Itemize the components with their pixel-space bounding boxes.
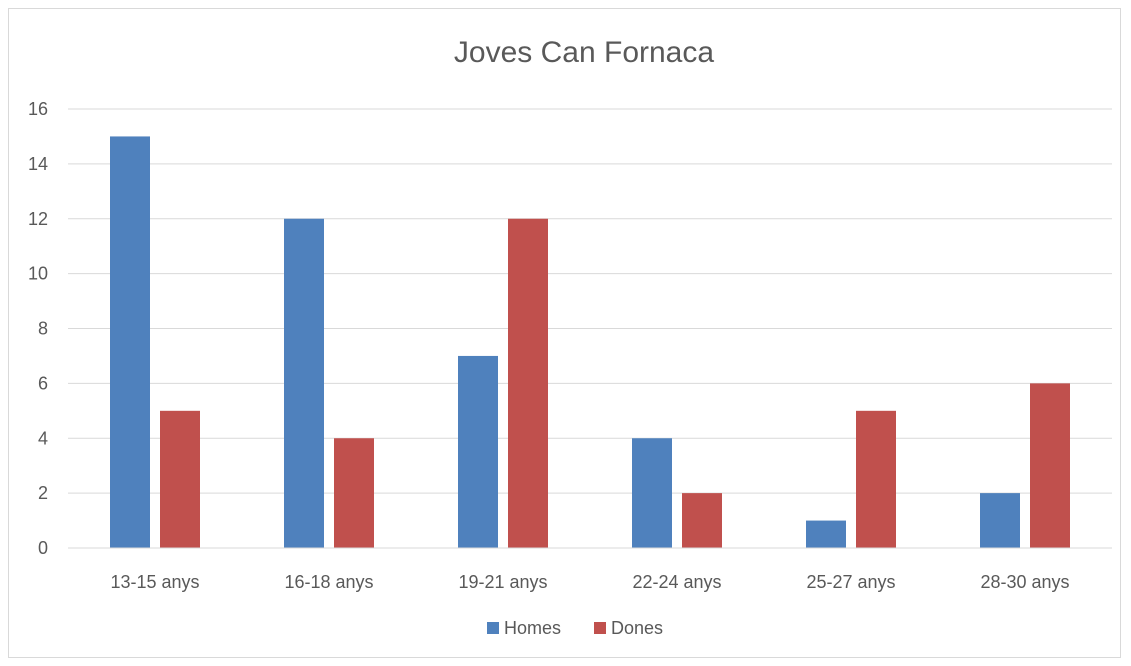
bar-dones-2: [508, 218, 548, 548]
y-tick-label: 4: [38, 428, 48, 448]
bar-homes-5: [980, 493, 1020, 548]
bar-dones-5: [1030, 383, 1070, 548]
y-tick-label: 2: [38, 483, 48, 503]
bar-dones-0: [160, 410, 200, 548]
x-tick-label: 25-27 anys: [806, 572, 895, 592]
y-axis-ticks: 0 2 4 6 8 10 12 14 16: [28, 99, 48, 558]
y-tick-label: 16: [28, 99, 48, 119]
bar-homes-1: [284, 218, 324, 548]
bars: [110, 136, 1070, 548]
chart-title: Joves Can Fornaca: [454, 36, 714, 69]
legend-label-dones: Dones: [611, 618, 663, 638]
chart-frame: [8, 8, 1121, 658]
bar-homes-2: [458, 355, 498, 548]
bar-homes-3: [632, 438, 672, 548]
legend-swatch-homes: [487, 622, 499, 634]
bar-dones-3: [682, 493, 722, 548]
y-tick-label: 6: [38, 373, 48, 393]
x-tick-label: 13-15 anys: [110, 572, 199, 592]
bar-dones-4: [856, 410, 896, 548]
x-tick-label: 28-30 anys: [980, 572, 1069, 592]
bar-homes-4: [806, 520, 846, 548]
y-tick-label: 8: [38, 319, 48, 339]
x-tick-label: 22-24 anys: [632, 572, 721, 592]
gridlines: [68, 108, 1112, 494]
legend: Homes Dones: [487, 618, 663, 638]
bar-dones-1: [334, 438, 374, 548]
y-tick-label: 0: [38, 538, 48, 558]
y-tick-label: 12: [28, 209, 48, 229]
y-tick-label: 14: [28, 154, 48, 174]
legend-swatch-dones: [594, 622, 606, 634]
legend-label-homes: Homes: [504, 618, 561, 638]
x-axis-ticks: 13-15 anys 16-18 anys 19-21 anys 22-24 anys…: [110, 572, 1069, 592]
x-tick-label: 16-18 anys: [284, 572, 373, 592]
bar-homes-0: [110, 136, 150, 548]
y-tick-label: 10: [28, 264, 48, 284]
x-tick-label: 19-21 anys: [458, 572, 547, 592]
